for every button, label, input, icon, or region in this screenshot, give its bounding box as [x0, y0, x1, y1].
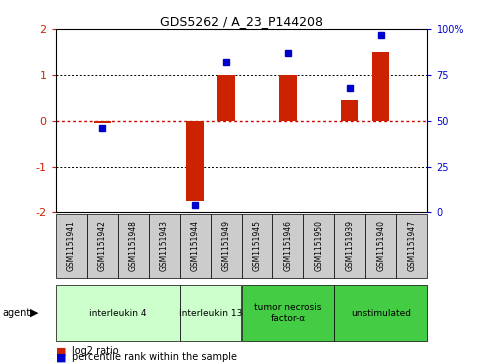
Text: tumor necrosis
factor-α: tumor necrosis factor-α	[254, 303, 322, 323]
Text: GSM1151939: GSM1151939	[345, 220, 355, 272]
Bar	[334, 285, 427, 341]
Bar	[94, 121, 111, 123]
Text: agent: agent	[2, 308, 30, 318]
Bar	[242, 214, 272, 278]
Text: GSM1151944: GSM1151944	[190, 220, 199, 272]
Bar	[372, 52, 389, 121]
Text: interleukin 4: interleukin 4	[89, 309, 146, 318]
Text: GSM1151941: GSM1151941	[67, 220, 75, 272]
Bar	[117, 214, 149, 278]
Bar	[280, 75, 297, 121]
Bar	[149, 214, 180, 278]
Bar	[186, 121, 203, 201]
Bar	[242, 285, 334, 341]
Bar	[180, 285, 242, 341]
Text: interleukin 13: interleukin 13	[179, 309, 242, 318]
Text: GSM1151940: GSM1151940	[376, 220, 385, 272]
Text: log2 ratio: log2 ratio	[72, 346, 119, 356]
Text: unstimulated: unstimulated	[351, 309, 411, 318]
Bar	[180, 214, 211, 278]
Bar	[56, 285, 180, 341]
Bar	[211, 214, 242, 278]
Text: GSM1151946: GSM1151946	[284, 220, 293, 272]
Text: GSM1151948: GSM1151948	[128, 220, 138, 272]
Bar	[56, 214, 86, 278]
Text: GSM1151943: GSM1151943	[159, 220, 169, 272]
Bar	[303, 214, 334, 278]
Title: GDS5262 / A_23_P144208: GDS5262 / A_23_P144208	[160, 15, 323, 28]
Bar	[334, 214, 366, 278]
Bar	[366, 214, 397, 278]
Text: GSM1151945: GSM1151945	[253, 220, 261, 272]
Text: GSM1151947: GSM1151947	[408, 220, 416, 272]
Bar	[86, 214, 117, 278]
Bar	[397, 214, 427, 278]
Text: GSM1151942: GSM1151942	[98, 220, 107, 272]
Bar	[272, 214, 303, 278]
Text: ▶: ▶	[30, 308, 39, 318]
Text: percentile rank within the sample: percentile rank within the sample	[72, 352, 238, 362]
Text: ■: ■	[56, 352, 66, 362]
Text: ■: ■	[56, 346, 66, 356]
Bar	[341, 100, 358, 121]
Bar	[217, 75, 235, 121]
Text: GSM1151949: GSM1151949	[222, 220, 230, 272]
Text: GSM1151950: GSM1151950	[314, 220, 324, 272]
